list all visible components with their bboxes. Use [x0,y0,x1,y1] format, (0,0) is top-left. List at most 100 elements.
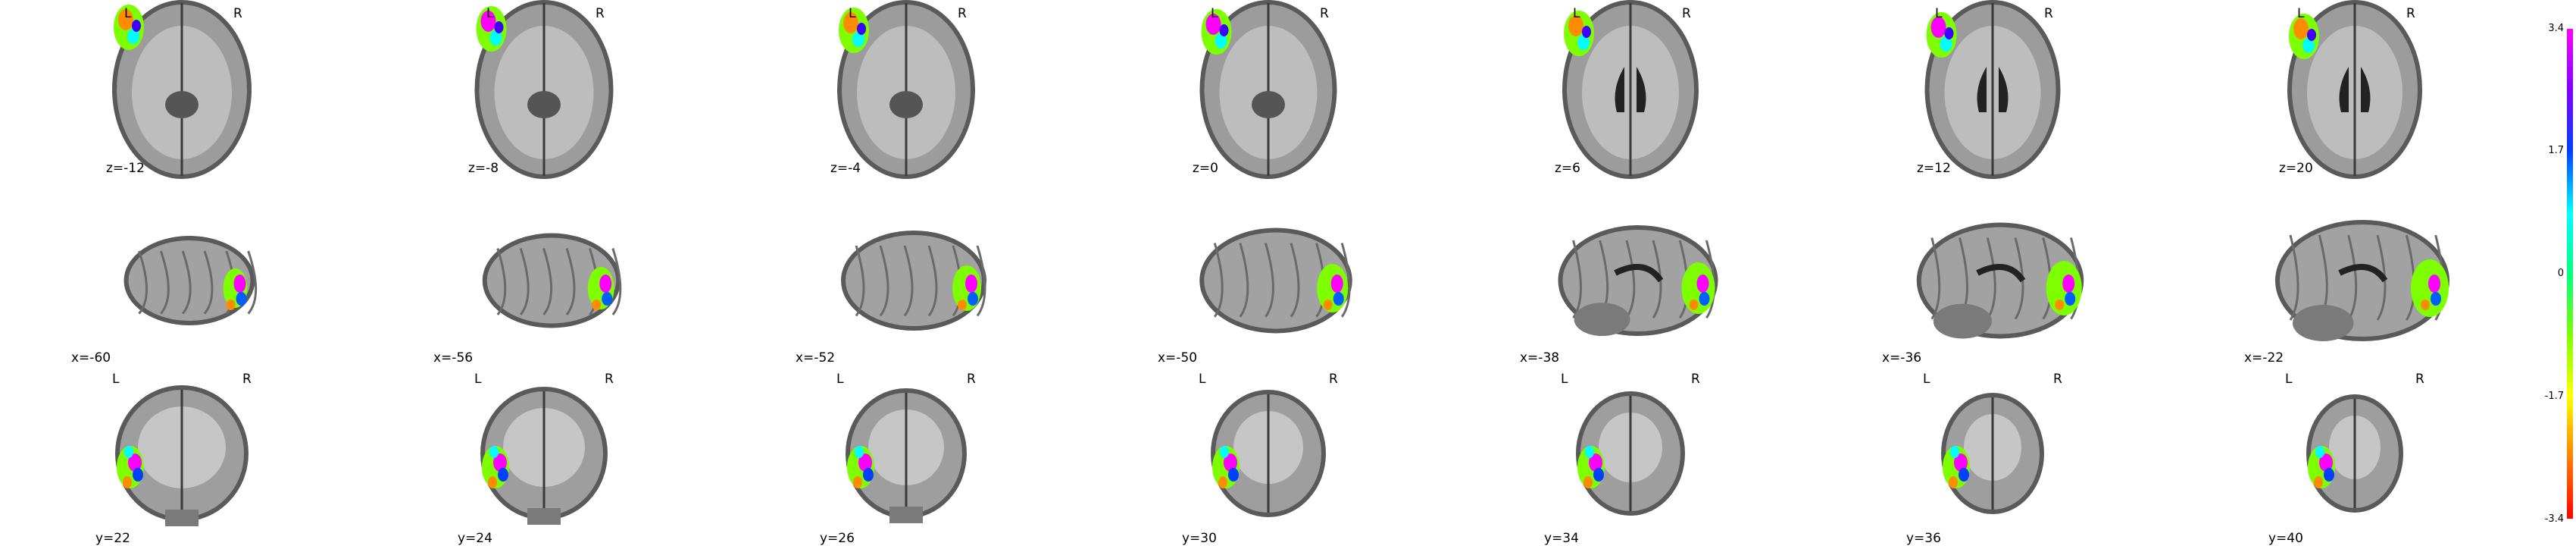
sagittal-brain-shape [1199,228,1352,334]
coronal-brain-shape [1211,390,1326,517]
slice-coordinate-label: y=22 [95,531,130,546]
activation-blob [114,5,144,50]
activation-blob [2411,259,2449,317]
slice-coordinate-label: x=-52 [796,350,836,366]
orientation-left-label: L [1199,372,1206,387]
coronal-brain-shape [1576,391,1685,516]
orientation-left-label: L [1561,372,1568,387]
coronal-slice-image [1211,390,1326,517]
slice-coordinate-label: x=-60 [71,350,111,366]
axial-brain-shape [837,0,975,179]
coronal-slice-panel: y=36 L R [1818,364,2167,546]
coronal-slice-panel: y=34 L R [1456,364,1805,546]
activation-blob [587,267,614,310]
orientation-left-label: L [124,6,132,21]
orientation-left-label: L [2285,372,2293,387]
axial-slice-panel: z=12 L R [1818,0,2167,182]
sagittal-brain-shape [123,236,258,325]
slice-coordinate-label: y=24 [458,531,492,546]
coronal-slice-image [1941,393,2044,514]
sagittal-slice-image [1558,225,1718,336]
colorbar-tick-min: -3.4 [2544,513,2564,525]
colorbar-tick-high: 1.7 [2548,145,2564,156]
orientation-right-label: R [596,6,605,21]
slice-coordinate-label: x=-50 [1158,350,1198,366]
slice-coordinate-label: x=-36 [1882,350,1922,366]
coronal-slice-panel: y=40 L R [2181,364,2529,546]
axial-slice-image [474,0,614,179]
orientation-right-label: R [2406,6,2415,21]
axial-brain-shape [1199,0,1337,179]
sagittal-brain-shape [482,233,622,328]
coronal-slice-panel: y=24 L R [370,364,718,546]
slice-coordinate-label: x=-56 [433,350,474,366]
sagittal-brain-shape [1916,222,2084,339]
activation-blob [839,8,869,53]
coronal-brain-shape [1941,393,2044,514]
axial-slice-image [112,0,252,179]
orientation-left-label: L [474,372,482,387]
axial-slice-image [1924,0,2061,179]
axial-slice-panel: z=6 L R [1456,0,1805,182]
slice-coordinate-label: z=12 [1917,161,1951,176]
orientation-left-label: L [849,6,856,21]
activation-blob [476,6,507,52]
coronal-brain-shape [846,388,967,523]
sagittal-slice-panel: x=-60 [8,182,356,366]
orientation-left-label: L [486,6,494,21]
coronal-brain-shape [2306,394,2403,513]
sagittal-slice-image [2275,220,2449,341]
sagittal-slice-panel: x=-36 [1818,182,2167,366]
axial-slice-panel: z=-4 L R [732,0,1080,182]
orientation-left-label: L [112,372,120,387]
activation-blob [223,268,248,310]
sagittal-slice-image [123,236,258,325]
colorbar-tick-zero: 0 [2557,268,2564,279]
activation-blob [117,446,144,488]
axial-slice-panel: z=20 L R [2181,0,2529,182]
axial-slice-panel: z=0 L R [1094,0,1443,182]
orientation-right-label: R [2044,6,2053,21]
sagittal-slice-panel: x=-22 [2181,182,2529,366]
axial-brain-shape [1924,0,2061,179]
orientation-right-label: R [242,372,252,387]
axial-slice-panel: z=-12 L R [8,0,356,182]
slice-coordinate-label: y=26 [820,531,855,546]
axial-brain-shape [474,0,614,179]
slice-coordinate-label: z=6 [1555,161,1580,176]
coronal-slice-panel: y=26 L R [732,364,1080,546]
activation-blob [847,446,874,488]
axial-brain-shape [1562,0,1699,179]
axial-slice-panel: z=-8 L R [370,0,718,182]
orientation-right-label: R [1329,372,1338,387]
coronal-brain-shape [480,387,608,525]
activation-blob [2308,446,2335,488]
orientation-right-label: R [967,372,976,387]
sagittal-slice-panel: x=-52 [732,182,1080,366]
orientation-right-label: R [1682,6,1691,21]
activation-blob [1577,446,1605,488]
sagittal-slice-panel: x=-50 [1094,182,1443,366]
coronal-slice-image [480,387,608,525]
orientation-right-label: R [2415,372,2424,387]
colorbar [2567,29,2573,519]
sagittal-slice-image [1916,222,2084,339]
slice-coordinate-label: z=20 [2279,161,2313,176]
slice-coordinate-label: x=-22 [2244,350,2284,366]
sagittal-slice-image [482,233,622,328]
sagittal-brain-shape [2275,220,2449,341]
sagittal-brain-shape [841,231,986,331]
slice-coordinate-label: y=30 [1182,531,1217,546]
coronal-slice-panel: y=22 L R [8,364,356,546]
orientation-right-label: R [1691,372,1700,387]
activation-blob [952,265,981,311]
sagittal-slice-image [841,231,986,331]
coronal-slice-panel: y=30 L R [1094,364,1443,546]
orientation-left-label: L [1923,372,1930,387]
orientation-right-label: R [605,372,614,387]
slice-coordinate-label: y=36 [1906,531,1941,546]
activation-blob [1317,264,1349,312]
activation-blob [1201,9,1232,55]
orientation-right-label: R [1320,6,1329,21]
